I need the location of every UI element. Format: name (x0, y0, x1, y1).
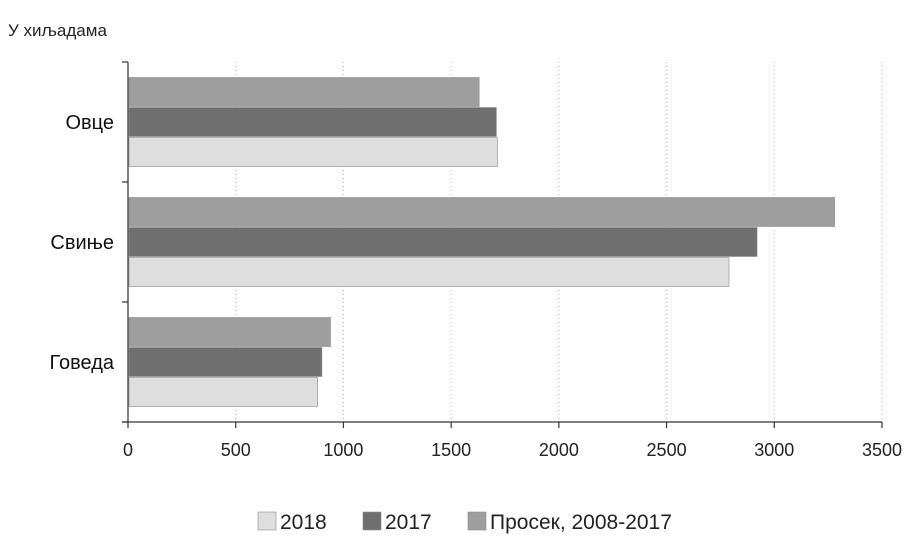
x-tick-label-1500: 1500 (431, 440, 471, 460)
category-labels: Овце Свиње Говеда (50, 112, 115, 374)
x-tick-label-0: 0 (123, 440, 133, 460)
category-label-2: Свиње (50, 232, 114, 254)
bar-3-series-3 (128, 377, 318, 407)
legend-label-1: 2018 (280, 511, 327, 534)
x-tick-label-2500: 2500 (647, 440, 687, 460)
bar-2-series-3 (128, 257, 730, 287)
x-tick-label-3000: 3000 (754, 440, 794, 460)
bar-2-series-1 (128, 197, 835, 227)
bar-1-series-3 (128, 137, 498, 167)
x-tick-label-2000: 2000 (539, 440, 579, 460)
category-label-1: Овце (65, 112, 114, 134)
bars-group (128, 77, 835, 407)
x-tick-labels: 0 500 1000 1500 2000 2500 3000 3500 (123, 440, 902, 460)
bar-1-series-1 (128, 77, 480, 107)
bar-2-series-2 (128, 227, 758, 257)
legend-swatch-1 (257, 511, 277, 531)
x-tick-label-1000: 1000 (323, 440, 363, 460)
bar-3-series-2 (128, 347, 323, 377)
bar-3-series-1 (128, 317, 331, 347)
bar-1-series-2 (128, 107, 497, 137)
legend: 2018 2017 Просек, 2008-2017 (257, 511, 672, 534)
x-tick-label-3500: 3500 (862, 440, 902, 460)
axes (122, 61, 883, 428)
x-tick-label-500: 500 (221, 440, 251, 460)
category-label-3: Говеда (50, 352, 115, 374)
legend-label-2: 2017 (385, 511, 432, 534)
legend-label-3: Просек, 2008-2017 (490, 511, 672, 534)
legend-swatch-2 (362, 511, 382, 531)
legend-swatch-3 (467, 511, 487, 531)
unit-label: У хиљадама (8, 21, 107, 40)
